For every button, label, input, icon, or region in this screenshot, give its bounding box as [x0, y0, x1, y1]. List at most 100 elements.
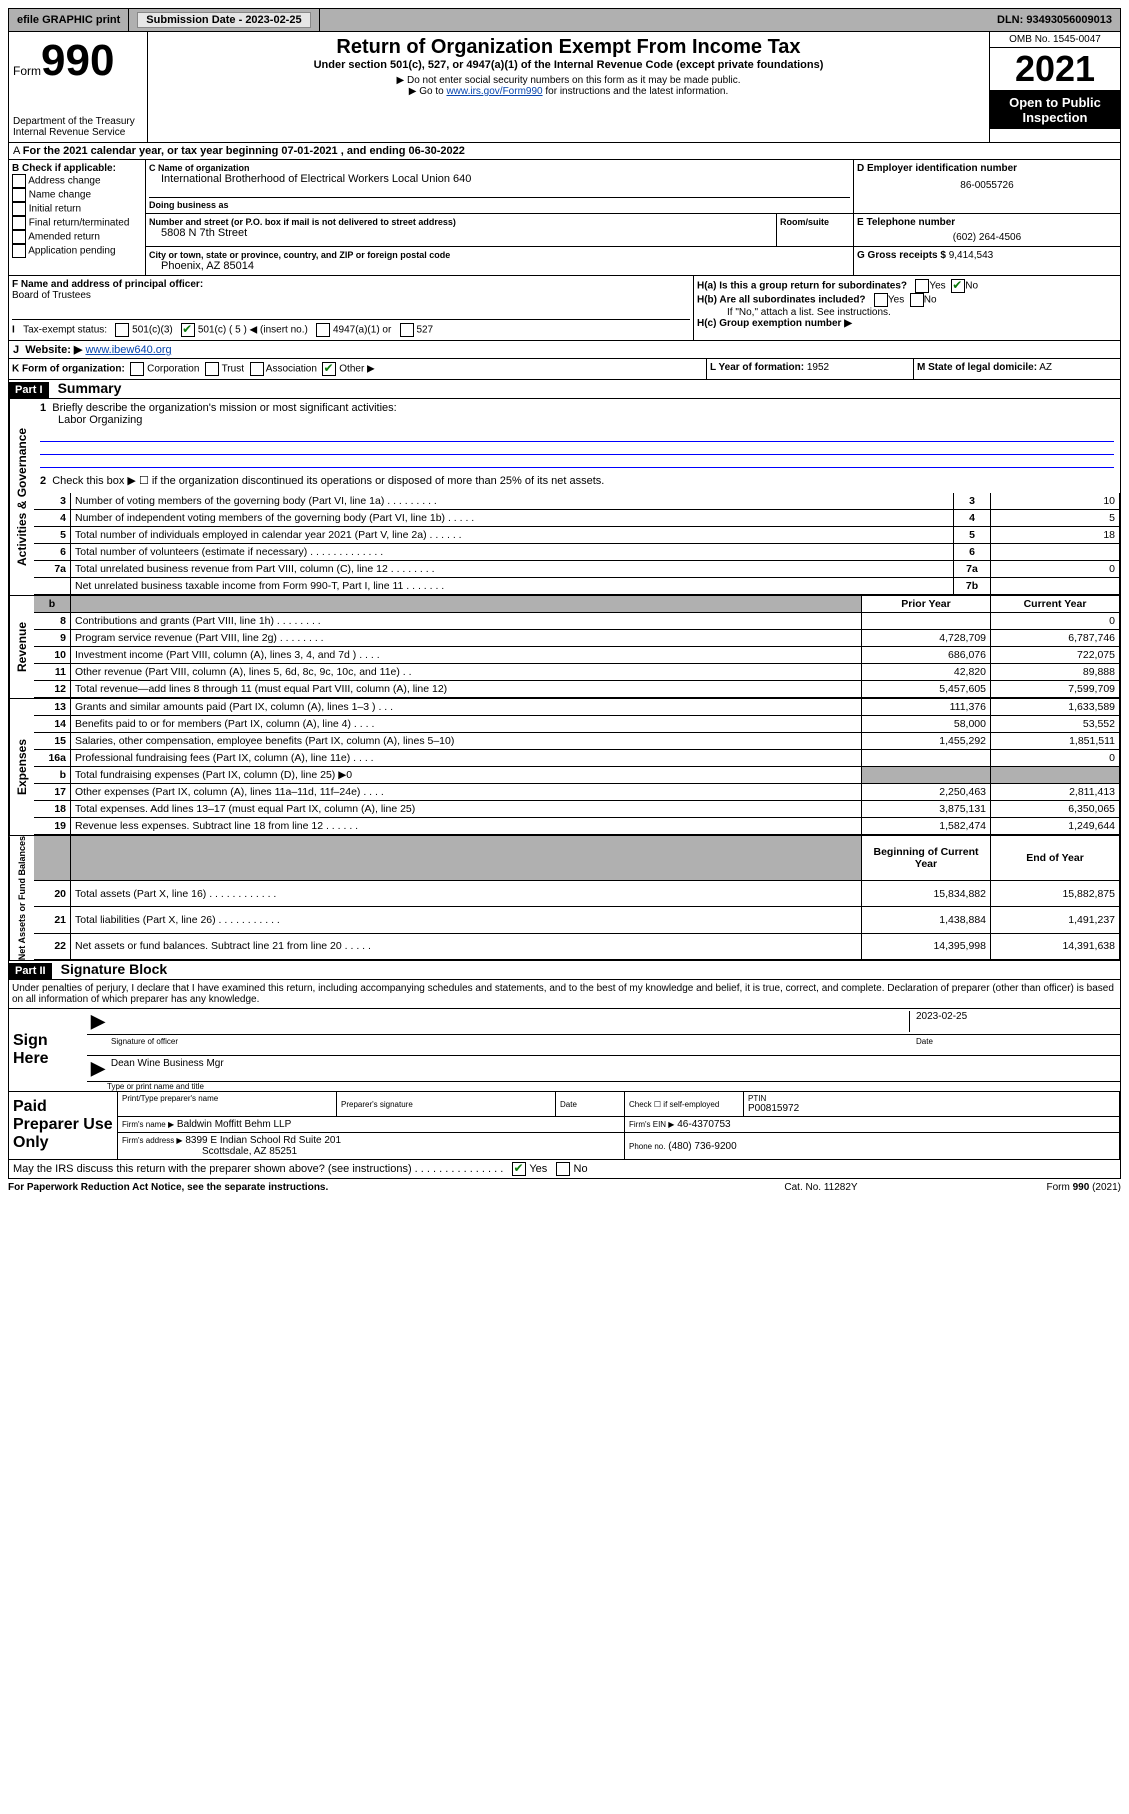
row-prior: 15,834,882 — [862, 880, 991, 906]
row-curr: 89,888 — [991, 664, 1120, 681]
amended-return-checkbox[interactable] — [12, 230, 26, 244]
row-prior: 1,438,884 — [862, 907, 991, 933]
row-desc: Total unrelated business revenue from Pa… — [71, 561, 954, 578]
j-label: Website: ▶ — [25, 344, 82, 356]
tax-year: 2021 — [990, 48, 1120, 91]
i-opt-3: 527 — [416, 325, 433, 336]
row-desc: Benefits paid to or for members (Part IX… — [71, 716, 862, 733]
form-subtitle: Under section 501(c), 527, or 4947(a)(1)… — [152, 59, 985, 71]
row-box: 4 — [954, 510, 991, 527]
527-checkbox[interactable] — [400, 323, 414, 337]
footer: For Paperwork Reduction Act Notice, see … — [8, 1179, 1121, 1193]
signature-block: Under penalties of perjury, I declare th… — [8, 980, 1121, 1092]
trust-checkbox[interactable] — [205, 362, 219, 376]
top-bar: efile GRAPHIC print Submission Date - 20… — [8, 8, 1121, 32]
may-irs-text: May the IRS discuss this return with the… — [13, 1163, 503, 1175]
may-irs-yes-checkbox[interactable] — [512, 1162, 526, 1176]
may-irs-row: May the IRS discuss this return with the… — [8, 1160, 1121, 1179]
part1-title: Summary — [52, 380, 122, 396]
principal-officer: Board of Trustees — [12, 290, 690, 301]
row-num: 18 — [34, 801, 71, 818]
4947-checkbox[interactable] — [316, 323, 330, 337]
501c3-checkbox[interactable] — [115, 323, 129, 337]
row-num: 6 — [34, 544, 71, 561]
row-num: 4 — [34, 510, 71, 527]
dln-label: DLN: 93493056009013 — [989, 9, 1120, 31]
disclaimer: Under penalties of perjury, I declare th… — [9, 980, 1120, 1009]
b-label: B Check if applicable: — [12, 163, 142, 174]
row-num: 13 — [34, 699, 71, 716]
street-address: 5808 N 7th Street — [149, 227, 773, 239]
hb-yes-checkbox[interactable] — [874, 293, 888, 307]
501c-checkbox[interactable] — [181, 323, 195, 337]
submission-date-button[interactable]: Submission Date - 2023-02-25 — [137, 12, 310, 28]
mission-value: Labor Organizing — [40, 414, 142, 426]
g-label: G Gross receipts $ — [857, 250, 946, 261]
may-irs-no-checkbox[interactable] — [556, 1162, 570, 1176]
hb-no-checkbox[interactable] — [910, 293, 924, 307]
preparer-block: Paid Preparer Use Only Print/Type prepar… — [8, 1092, 1121, 1160]
ein-value: 86-0055726 — [857, 180, 1117, 191]
note2-post: for instructions and the latest informat… — [543, 86, 729, 97]
city-state-zip: Phoenix, AZ 85014 — [149, 260, 850, 272]
form-word: Form — [13, 64, 41, 78]
b-opt-3: Final return/terminated — [29, 218, 130, 229]
section-bcd: B Check if applicable: Address change Na… — [8, 160, 1121, 276]
sig-officer-label: Signature of officer — [111, 1037, 916, 1053]
i-label: Tax-exempt status: — [23, 325, 107, 336]
row-prior: 58,000 — [862, 716, 991, 733]
sig-date: 2023-02-25 — [910, 1011, 1116, 1032]
state-domicile: AZ — [1039, 362, 1052, 373]
row-curr: 1,249,644 — [991, 818, 1120, 835]
city-label: City or town, state or province, country… — [149, 250, 850, 260]
cat-no: Cat. No. 11282Y — [721, 1182, 921, 1193]
initial-return-checkbox[interactable] — [12, 202, 26, 216]
row-curr: 14,391,638 — [991, 933, 1120, 959]
e-label: E Telephone number — [857, 217, 1117, 228]
ha-label: H(a) Is this a group return for subordin… — [697, 281, 907, 292]
row-curr: 2,811,413 — [991, 784, 1120, 801]
form-title: Return of Organization Exempt From Incom… — [152, 36, 985, 59]
mission-line — [40, 455, 1114, 468]
mission-label: Briefly describe the organization's miss… — [52, 402, 396, 414]
ha-no-checkbox[interactable] — [951, 279, 965, 293]
side-expenses: Expenses — [9, 699, 34, 835]
corp-checkbox[interactable] — [130, 362, 144, 376]
row-num: 3 — [34, 493, 71, 510]
website-link[interactable]: www.ibew640.org — [85, 344, 171, 356]
firm-name: Baldwin Moffitt Behm LLP — [177, 1119, 291, 1130]
application-pending-checkbox[interactable] — [12, 244, 26, 258]
col-curr: Current Year — [991, 596, 1120, 613]
prep-sig-label: Preparer's signature — [341, 1100, 551, 1109]
ha-yes-checkbox[interactable] — [915, 279, 929, 293]
k-opt-3: Other ▶ — [339, 364, 374, 375]
gross-receipts: 9,414,543 — [949, 250, 994, 261]
irs-link[interactable]: www.irs.gov/Form990 — [446, 86, 542, 97]
row-desc: Investment income (Part VIII, column (A)… — [71, 647, 862, 664]
address-change-checkbox[interactable] — [12, 174, 26, 188]
sign-here-label: Sign Here — [9, 1009, 87, 1091]
row-num: 5 — [34, 527, 71, 544]
row-prior — [862, 750, 991, 767]
phone-label: Phone no. — [629, 1142, 665, 1151]
irs-label: Internal Revenue Service — [13, 127, 143, 138]
firm-ein: 46-4370753 — [677, 1119, 730, 1130]
final-return-checkbox[interactable] — [12, 216, 26, 230]
arrow-icon: ▶ — [91, 1058, 105, 1079]
i-opt-2: 4947(a)(1) or — [333, 325, 391, 336]
other-checkbox[interactable] — [322, 362, 336, 376]
assoc-checkbox[interactable] — [250, 362, 264, 376]
year-formation: 1952 — [807, 362, 829, 373]
name-change-checkbox[interactable] — [12, 188, 26, 202]
row-curr: 1,633,589 — [991, 699, 1120, 716]
row-num: b — [34, 767, 71, 784]
row-num: 21 — [34, 907, 71, 933]
hb-yes: Yes — [888, 295, 904, 306]
row-num — [34, 578, 71, 595]
check-self-employed: Check ☐ if self-employed — [625, 1092, 744, 1117]
firm-addr: 8399 E Indian School Rd Suite 201 — [185, 1135, 341, 1146]
row-box: 7a — [954, 561, 991, 578]
row-desc: Other revenue (Part VIII, column (A), li… — [71, 664, 862, 681]
note2-pre: ▶ Go to — [409, 86, 447, 97]
mission-line — [40, 442, 1114, 455]
